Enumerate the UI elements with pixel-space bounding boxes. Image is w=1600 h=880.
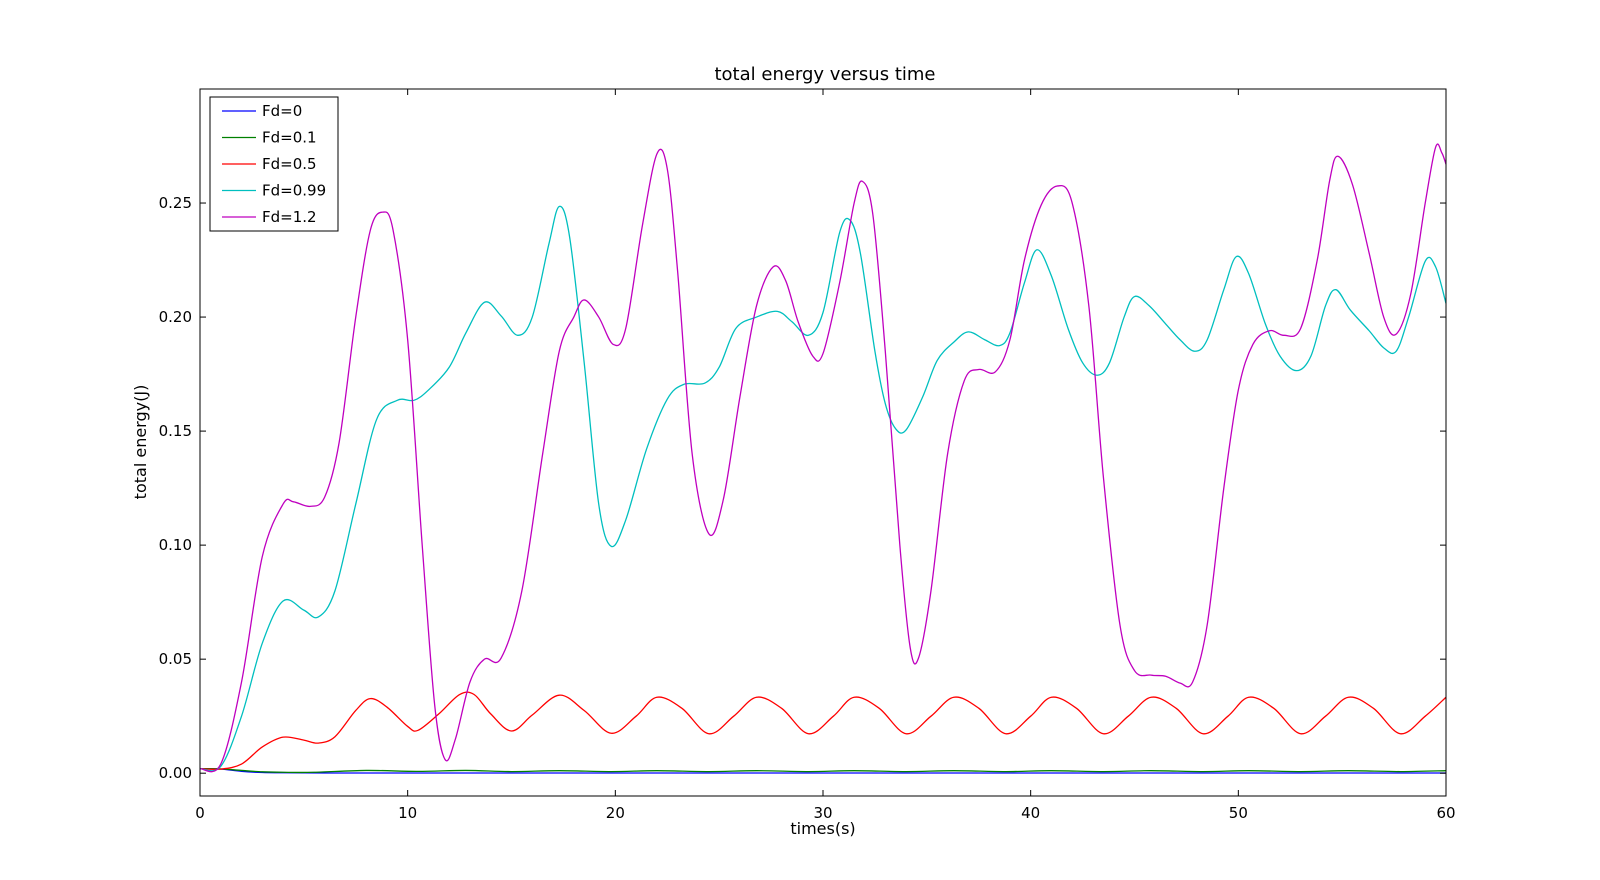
x-tick-label: 20 bbox=[606, 804, 625, 822]
series-line-4 bbox=[200, 143, 1446, 773]
y-tick-label: 0.20 bbox=[159, 308, 192, 326]
legend-item: Fd=1.2 bbox=[222, 208, 317, 226]
series-line-3 bbox=[200, 205, 1446, 772]
x-tick-label: 0 bbox=[195, 804, 205, 822]
legend-item: Fd=0.5 bbox=[222, 155, 317, 173]
legend-item: Fd=0.1 bbox=[222, 129, 317, 147]
plot-frame bbox=[199, 88, 1447, 797]
y-tick-label: 0.05 bbox=[159, 650, 192, 668]
series-line-2 bbox=[200, 691, 1446, 770]
y-tick-label: 0.25 bbox=[159, 194, 192, 212]
legend-item: Fd=0 bbox=[222, 102, 302, 120]
x-tick-label: 40 bbox=[1021, 804, 1040, 822]
y-tick-label: 0.15 bbox=[159, 422, 192, 440]
chart-title: total energy versus time bbox=[714, 64, 935, 85]
series-line-1 bbox=[200, 767, 1446, 774]
y-tick-label: 0.10 bbox=[159, 536, 192, 554]
legend-label: Fd=0.5 bbox=[262, 155, 317, 173]
legend-label: Fd=0.1 bbox=[262, 129, 317, 147]
x-tick-label: 30 bbox=[813, 804, 832, 822]
legend: Fd=0 Fd=0.1 Fd=0.5 Fd=0.99 Fd=1.2 bbox=[209, 96, 339, 232]
legend-item: Fd=0.99 bbox=[222, 182, 326, 200]
x-tick-label: 60 bbox=[1436, 804, 1455, 822]
legend-label: Fd=1.2 bbox=[262, 208, 317, 226]
x-tick-label: 50 bbox=[1229, 804, 1248, 822]
y-tick-label: 0.00 bbox=[159, 764, 192, 782]
legend-label: Fd=0.99 bbox=[262, 182, 326, 200]
legend-label: Fd=0 bbox=[262, 102, 302, 120]
series-layer bbox=[200, 143, 1446, 774]
x-tick-label: 10 bbox=[398, 804, 417, 822]
y-axis-title: total energy(J) bbox=[131, 385, 150, 500]
x-axis: 0 10 20 30 40 50 60 bbox=[195, 89, 1456, 822]
series-line-0 bbox=[200, 767, 1446, 774]
x-axis-title: times(s) bbox=[790, 819, 855, 838]
y-axis: 0.00 0.05 0.10 0.15 0.20 0.25 bbox=[159, 194, 1446, 782]
